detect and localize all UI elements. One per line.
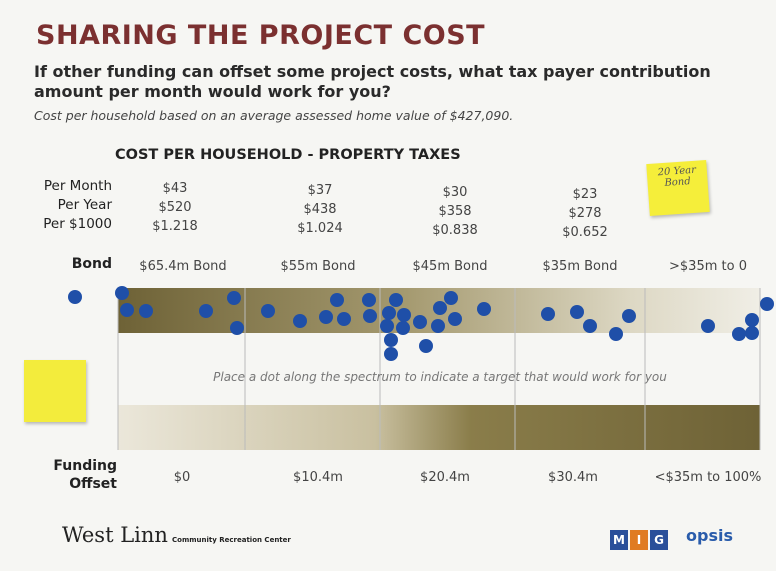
bond-option: $35m Bond — [515, 259, 645, 274]
dot-sticker — [433, 301, 447, 315]
table-cell: $358 — [410, 204, 500, 219]
dot-sticker — [448, 312, 462, 326]
partner-logo: opsis — [686, 526, 733, 545]
dot-sticker — [745, 313, 759, 327]
partner-logo: M — [610, 530, 628, 550]
bond-label: Bond — [0, 256, 112, 272]
dot-sticker — [68, 290, 82, 304]
dot-sticker — [382, 306, 396, 320]
dot-sticker — [541, 307, 555, 321]
dot-sticker — [397, 308, 411, 322]
dot-sticker — [362, 293, 376, 307]
dot-sticker — [732, 327, 746, 341]
row-label: Per Year — [0, 197, 112, 213]
dot-sticker — [330, 293, 344, 307]
dot-sticker — [230, 321, 244, 335]
table-cell: $1.218 — [130, 219, 220, 234]
dot-sticker — [199, 304, 213, 318]
dot-sticker — [319, 310, 333, 324]
dot-sticker — [363, 309, 377, 323]
dot-sticker — [384, 347, 398, 361]
offset-option: $20.4m — [380, 470, 510, 485]
dot-sticker — [745, 326, 759, 340]
table-cell: $520 — [130, 200, 220, 215]
table-cell: $0.652 — [540, 225, 630, 240]
bond-option: >$35m to 0 — [643, 259, 773, 274]
offset-option: $0 — [117, 470, 247, 485]
table-cell: $278 — [540, 206, 630, 221]
table-cell: $23 — [540, 187, 630, 202]
dot-sticker — [701, 319, 715, 333]
table-cell: $30 — [410, 185, 500, 200]
table-cell: $37 — [275, 183, 365, 198]
offset-label: Offset — [0, 476, 117, 492]
sticky-note: 20 Year Bond — [646, 160, 709, 216]
offset-option: <$35m to 100% — [643, 470, 773, 485]
bond-option: $45m Bond — [385, 259, 515, 274]
dot-sticker — [419, 339, 433, 353]
dot-sticker — [570, 305, 584, 319]
dot-sticker — [413, 315, 427, 329]
offset-option: $10.4m — [253, 470, 383, 485]
partner-logo: G — [650, 530, 668, 550]
logo-subtitle: Community Recreation Center — [172, 536, 291, 544]
bond-option: $55m Bond — [253, 259, 383, 274]
table-cell: $1.024 — [275, 221, 365, 236]
offset-band — [118, 405, 760, 450]
dot-sticker — [444, 291, 458, 305]
offset-label: Funding — [0, 458, 117, 474]
dot-sticker — [139, 304, 153, 318]
dot-sticker — [609, 327, 623, 341]
dot-sticker — [261, 304, 275, 318]
logo: West Linn — [62, 523, 168, 547]
dot-sticker — [115, 286, 129, 300]
table-cell: $43 — [130, 181, 220, 196]
table-cell: $438 — [275, 202, 365, 217]
dot-sticker — [431, 319, 445, 333]
handwritten-sticky-note — [24, 360, 86, 422]
dot-sticker — [389, 293, 403, 307]
dot-sticker — [380, 319, 394, 333]
row-label: Per Month — [0, 178, 112, 194]
dot-sticker — [477, 302, 491, 316]
dot-sticker — [622, 309, 636, 323]
table-cell: $0.838 — [410, 223, 500, 238]
row-label: Per $1000 — [0, 216, 112, 232]
partner-logo: I — [630, 530, 648, 550]
dot-sticker — [583, 319, 597, 333]
dot-sticker — [337, 312, 351, 326]
dot-sticker — [227, 291, 241, 305]
dot-sticker — [396, 321, 410, 335]
dot-sticker — [760, 297, 774, 311]
bond-option: $65.4m Bond — [118, 259, 248, 274]
instruction: Place a dot along the spectrum to indica… — [120, 370, 760, 384]
dot-sticker — [120, 303, 134, 317]
dot-sticker — [384, 333, 398, 347]
offset-option: $30.4m — [508, 470, 638, 485]
poster: SHARING THE PROJECT COST If other fundin… — [0, 0, 776, 571]
dot-sticker — [293, 314, 307, 328]
